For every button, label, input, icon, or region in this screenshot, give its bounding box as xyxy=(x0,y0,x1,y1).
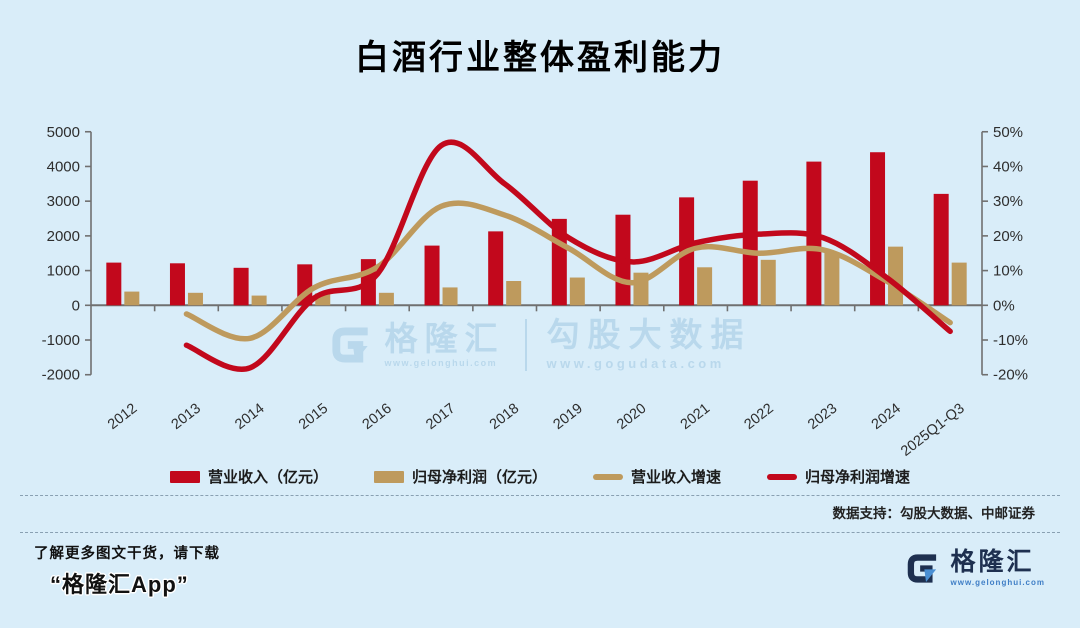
legend-item-3: 归母净利润增速 xyxy=(767,466,910,487)
legend-label-0: 营业收入（亿元） xyxy=(207,469,328,486)
chart-legend: 营业收入（亿元） 归母净利润（亿元） 营业收入增速 归母净利润增速 xyxy=(0,466,1080,487)
legend-swatch-3 xyxy=(767,473,798,480)
divider-dashed-top xyxy=(20,495,1060,496)
x-tick-label: 2012 xyxy=(105,401,140,433)
right-axis-tick-label: 30% xyxy=(993,193,1023,210)
x-tick-label: 2025Q1-Q3 xyxy=(898,401,968,460)
revenue-bar xyxy=(870,152,886,306)
x-tick-label: 2021 xyxy=(678,401,713,433)
right-axis-tick-label: -20% xyxy=(993,367,1028,384)
footer-brand: 格隆汇 www.gelonghui.com xyxy=(905,550,1045,587)
revenue-bar xyxy=(424,245,440,306)
gelonghui-logo-icon xyxy=(907,554,936,583)
brand-name: 格隆汇 xyxy=(950,548,1035,576)
left-axis-tick-label: 5000 xyxy=(47,124,80,141)
profit-bar xyxy=(378,292,394,306)
legend-label-3: 归母净利润增速 xyxy=(805,469,911,486)
revenue-growth-line xyxy=(183,200,953,342)
gelonghui-logo-icon-watermark xyxy=(331,326,368,363)
right-axis-tick-label: 0% xyxy=(993,297,1015,314)
legend-item-2: 营业收入增速 xyxy=(593,466,721,487)
legend-swatch-1 xyxy=(373,470,404,483)
watermark-data-brand: 勾股大数据 xyxy=(546,316,752,353)
left-axis-tick-label: 4000 xyxy=(47,158,80,175)
legend-item-1: 归母净利润（亿元） xyxy=(373,466,547,487)
x-tick-label: 2018 xyxy=(487,401,522,433)
left-axis-tick-label: 0 xyxy=(72,297,80,314)
revenue-bar xyxy=(933,193,949,306)
watermark-divider xyxy=(524,318,527,371)
x-tick-label: 2023 xyxy=(805,401,840,433)
revenue-bar xyxy=(106,262,122,306)
right-axis-tick-label: 40% xyxy=(993,158,1023,175)
profit-bar xyxy=(124,291,140,306)
profit-bar xyxy=(506,281,522,306)
revenue-bar xyxy=(233,267,249,306)
profit-bar xyxy=(315,293,331,306)
x-tick-label: 2022 xyxy=(741,401,776,433)
profit-bar xyxy=(187,292,203,306)
watermark-brand: 格隆汇 xyxy=(384,319,505,357)
right-axis-tick-label: -10% xyxy=(993,332,1028,349)
x-tick-label: 2019 xyxy=(551,401,586,433)
profit-growth-line xyxy=(183,139,953,372)
revenue-bar xyxy=(488,231,504,306)
chart-title: 白酒行业整体盈利能力 xyxy=(355,39,725,77)
profit-bar xyxy=(951,262,967,306)
legend-label-2: 营业收入增速 xyxy=(631,469,722,486)
legend-swatch-2 xyxy=(593,473,623,480)
revenue-bar xyxy=(169,263,185,306)
x-tick-label: 2017 xyxy=(423,401,458,433)
profit-bar xyxy=(697,267,713,306)
right-axis-tick-label: 10% xyxy=(993,263,1023,280)
profit-bar xyxy=(442,287,458,306)
footer-promo: 了解更多图文干货，请下载 “格隆汇App” xyxy=(34,542,220,599)
x-tick-label: 2016 xyxy=(360,401,395,433)
watermark-gogudata-block: 勾股大数据 www.gogudata.com xyxy=(547,318,752,371)
x-tick-label: 2015 xyxy=(296,401,331,433)
legend-item-0: 营业收入（亿元） xyxy=(169,466,328,487)
left-axis-tick-label: 1000 xyxy=(47,263,80,280)
watermark-gelonghui-block: 格隆汇 www.gelonghui.com xyxy=(329,322,505,368)
brand-url: www.gelonghui.com xyxy=(950,578,1045,587)
profit-bar xyxy=(760,259,776,306)
promo-app-name: “格隆汇App” xyxy=(50,572,189,597)
legend-swatch-0 xyxy=(169,470,200,483)
x-tick-label: 2014 xyxy=(232,401,267,433)
watermark: 格隆汇 www.gelonghui.com 勾股大数据 www.gogudata… xyxy=(0,318,1080,371)
x-tick-label: 2024 xyxy=(869,401,904,433)
left-axis-tick-label: 2000 xyxy=(47,228,80,245)
left-axis-tick-label: -2000 xyxy=(42,367,80,384)
left-axis-tick-label: 3000 xyxy=(47,193,80,210)
profit-bar xyxy=(888,246,904,306)
promo-text: 了解更多图文干货，请下载 xyxy=(34,546,220,562)
right-axis-tick-label: 20% xyxy=(993,228,1023,245)
x-tick-label: 2013 xyxy=(169,401,204,433)
watermark-brand-url: www.gelonghui.com xyxy=(384,357,498,368)
profit-bar xyxy=(251,295,267,306)
left-axis-tick-label: -1000 xyxy=(42,332,80,349)
profit-bar xyxy=(569,277,585,306)
x-tick-label: 2020 xyxy=(614,401,649,433)
watermark-data-url: www.gogudata.com xyxy=(546,356,725,371)
divider-dashed-bottom xyxy=(20,532,1060,533)
legend-label-1: 归母净利润（亿元） xyxy=(411,469,547,486)
source-note: 数据支持：勾股大数据、中邮证券 xyxy=(832,506,1036,521)
right-axis-tick-label: 50% xyxy=(993,124,1023,141)
revenue-bar xyxy=(742,180,758,306)
profit-bar xyxy=(824,252,840,306)
